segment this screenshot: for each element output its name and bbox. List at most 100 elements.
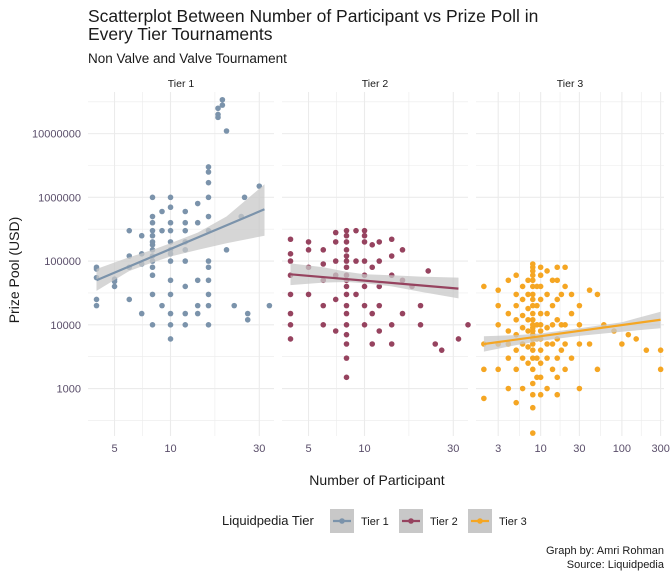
data-point-tier-3 [513, 272, 519, 279]
data-point-tier-1 [231, 302, 238, 309]
chart-title-line-2: Every Tier Tournaments [88, 24, 273, 44]
data-point-tier-2 [287, 291, 294, 298]
data-point-tier-3 [495, 302, 501, 309]
data-point-tier-3 [534, 355, 540, 361]
y-tick-label: 1000000 [38, 192, 81, 204]
data-point-tier-2 [425, 268, 432, 274]
data-point-tier-3 [529, 380, 536, 387]
data-point-tier-3 [537, 322, 544, 328]
x-tick-label: 10 [164, 443, 176, 455]
data-point-tier-3 [525, 328, 531, 334]
legend-label-tier-3: Tier 3 [499, 516, 527, 528]
data-point-tier-2 [343, 322, 350, 328]
data-point-tier-3 [481, 283, 487, 290]
legend-point-tier-3 [477, 518, 483, 524]
data-point-tier-3 [529, 261, 536, 267]
data-point-tier-1 [93, 296, 100, 303]
data-point-tier-1 [167, 219, 174, 226]
data-point-tier-1 [149, 264, 156, 271]
data-point-tier-2 [287, 236, 294, 243]
data-point-tier-3 [554, 391, 561, 398]
data-point-tier-3 [529, 310, 536, 317]
data-point-tier-2 [388, 236, 395, 243]
data-point-tier-1 [182, 310, 189, 317]
data-point-tier-3 [529, 272, 536, 279]
data-point-tier-2 [353, 258, 359, 264]
data-point-tier-2 [305, 247, 312, 253]
data-point-tier-1 [167, 277, 174, 284]
data-point-tier-3 [544, 310, 550, 317]
data-point-tier-3 [529, 391, 536, 398]
facet-label-tier-2: Tier 2 [362, 78, 389, 90]
data-point-tier-2 [287, 310, 294, 317]
data-point-tier-1 [194, 277, 201, 284]
data-point-tier-3 [625, 331, 632, 338]
data-point-tier-3 [562, 283, 568, 290]
data-point-tier-3 [554, 374, 561, 381]
data-point-tier-3 [544, 385, 550, 392]
data-point-tier-3 [529, 316, 536, 323]
data-point-tier-2 [343, 253, 350, 259]
data-point-tier-2 [320, 247, 327, 253]
data-point-tier-1 [182, 227, 189, 234]
data-point-tier-2 [369, 341, 376, 347]
data-point-tier-3 [568, 310, 575, 317]
data-point-tier-2 [343, 302, 350, 309]
data-point-tier-3 [594, 291, 601, 298]
data-point-tier-3 [537, 264, 544, 271]
data-point-tier-3 [544, 324, 550, 331]
data-point-tier-2 [320, 261, 327, 267]
data-point-tier-3 [505, 277, 512, 284]
data-point-tier-1 [149, 239, 156, 245]
data-point-tier-2 [343, 232, 350, 239]
data-point-tier-1 [205, 277, 212, 284]
data-point-tier-3 [537, 283, 544, 290]
data-point-tier-2 [332, 258, 339, 264]
data-point-tier-3 [513, 316, 519, 323]
data-point-tier-3 [495, 287, 501, 293]
data-point-tier-3 [537, 328, 544, 334]
data-point-tier-1 [167, 291, 174, 298]
data-point-tier-1 [205, 179, 212, 186]
data-point-tier-1 [149, 213, 156, 220]
data-point-tier-3 [544, 355, 550, 361]
data-point-tier-1 [205, 291, 212, 298]
data-point-tier-1 [215, 105, 221, 112]
data-point-tier-2 [388, 253, 395, 259]
data-point-tier-3 [554, 264, 561, 271]
x-tick-label: 3 [495, 443, 501, 455]
chart-subtitle: Non Valve and Valve Tournament [88, 51, 287, 66]
data-point-tier-1 [167, 194, 174, 201]
data-point-tier-2 [343, 239, 350, 245]
data-point-tier-1 [182, 322, 189, 328]
data-point-tier-3 [537, 310, 544, 317]
data-point-tier-3 [657, 366, 664, 373]
data-point-tier-2 [353, 291, 359, 298]
x-axis-title: Number of Participant [309, 472, 445, 488]
trend-line-tier-2 [290, 273, 459, 290]
data-point-tier-2 [287, 336, 294, 342]
data-point-tier-3 [562, 366, 568, 373]
data-point-tier-2 [438, 347, 445, 353]
data-point-tier-1 [205, 302, 212, 309]
data-point-tier-3 [529, 277, 536, 284]
data-point-tier-3 [619, 341, 625, 347]
data-point-tier-2 [287, 251, 294, 257]
data-point-tier-2 [376, 302, 383, 309]
data-point-tier-3 [519, 385, 526, 392]
data-point-tier-3 [568, 355, 575, 361]
x-tick-label: 30 [253, 443, 265, 455]
data-point-tier-2 [399, 247, 406, 253]
data-point-tier-2 [353, 227, 359, 234]
panel-tier-3: Tier 3 3 10 30 100 300 [476, 78, 670, 455]
data-point-tier-3 [576, 341, 583, 347]
data-point-tier-2 [361, 239, 368, 245]
data-point-tier-1 [194, 200, 201, 207]
data-point-tier-3 [529, 302, 536, 309]
caption-author: Graph by: Amri Rohman [546, 545, 664, 557]
data-point-tier-2 [361, 322, 368, 328]
data-point-tier-3 [529, 283, 536, 290]
data-point-tier-2 [388, 322, 395, 328]
legend-label-tier-2: Tier 2 [430, 516, 458, 528]
data-point-tier-1 [223, 247, 230, 253]
